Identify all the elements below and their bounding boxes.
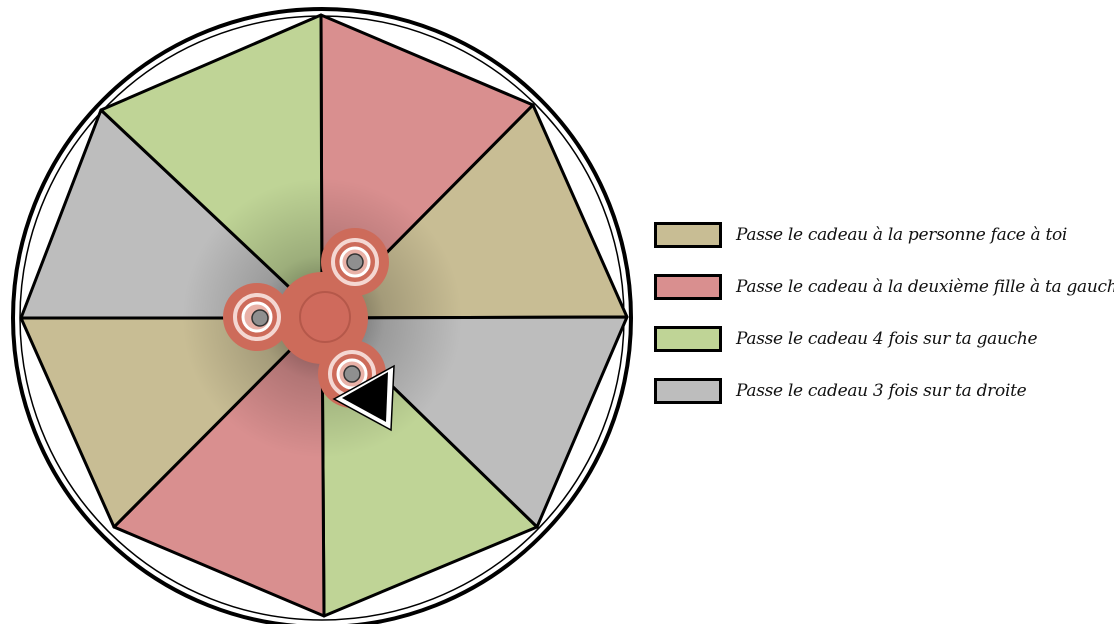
spinner-bearing-left [233,293,281,341]
legend-item-rouge: Passe le cadeau à la deuxième fille à ta… [654,271,1114,303]
wheel-board [11,7,633,624]
legend-label: Passe le cadeau à la deuxième fille à ta… [736,277,1114,297]
legend-label: Passe le cadeau 3 fois sur ta droite [736,381,1027,401]
legend-swatch [654,378,722,404]
spinner-bearing-top [331,238,379,286]
legend-item-gris: Passe le cadeau 3 fois sur ta droite [654,375,1112,407]
spinner-bearing-bottom [328,350,376,398]
legend-item-beige: Passe le cadeau à la personne face à toi [654,219,1112,251]
spinner-center-cap [299,291,351,343]
legend-swatch [654,274,722,300]
triangle-pointer-icon [332,364,395,432]
legend: Passe le cadeau à la personne face à toi… [654,219,1114,427]
legend-swatch [654,222,722,248]
legend-label: Passe le cadeau à la personne face à toi [736,225,1068,245]
legend-swatch [654,326,722,352]
legend-item-vert: Passe le cadeau 4 fois sur ta gauche [654,323,1112,355]
fidget-spinner-icon[interactable] [223,228,389,408]
legend-label: Passe le cadeau 4 fois sur ta gauche [736,329,1038,349]
